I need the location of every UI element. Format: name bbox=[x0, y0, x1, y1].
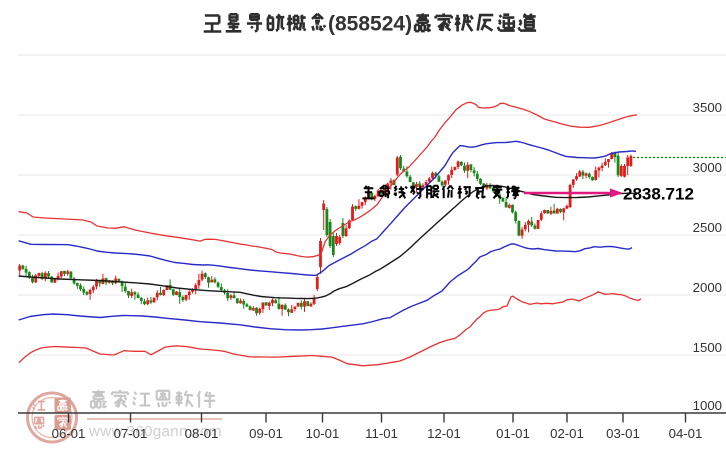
svg-text:10-01: 10-01 bbox=[306, 426, 340, 441]
svg-text:02-01: 02-01 bbox=[550, 426, 584, 441]
svg-text:09-01: 09-01 bbox=[249, 426, 283, 441]
svg-text:06-01: 06-01 bbox=[52, 426, 86, 441]
svg-text:12-01: 12-01 bbox=[427, 426, 461, 441]
svg-text:1500: 1500 bbox=[693, 340, 722, 355]
svg-text:11-01: 11-01 bbox=[365, 426, 398, 441]
svg-text:1000: 1000 bbox=[693, 398, 722, 413]
svg-text:07-01: 07-01 bbox=[114, 426, 148, 441]
svg-text:2838.712: 2838.712 bbox=[623, 185, 694, 204]
svg-text:03-01: 03-01 bbox=[606, 426, 640, 441]
svg-text:08-01: 08-01 bbox=[185, 426, 219, 441]
svg-text:3000: 3000 bbox=[693, 160, 722, 175]
svg-text:(858524): (858524) bbox=[328, 13, 412, 36]
svg-text:01-01: 01-01 bbox=[496, 426, 530, 441]
svg-text:2500: 2500 bbox=[693, 220, 722, 235]
svg-text:www.360gann.com: www.360gann.com bbox=[88, 423, 222, 440]
svg-text:2000: 2000 bbox=[693, 280, 722, 295]
svg-text:3500: 3500 bbox=[693, 100, 722, 115]
svg-text:04-01: 04-01 bbox=[669, 426, 703, 441]
